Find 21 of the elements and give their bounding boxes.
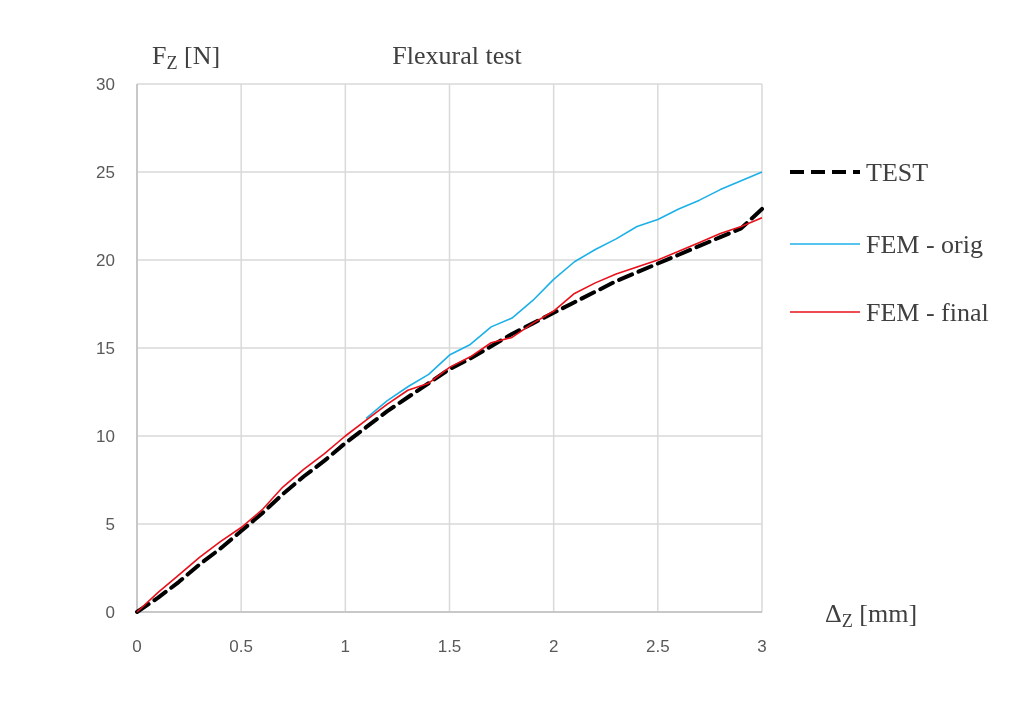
line-series xyxy=(365,171,763,420)
y-tick-label: 30 xyxy=(96,75,115,94)
chart-title: Flexural test xyxy=(392,41,523,70)
x-tick-label: 2.5 xyxy=(646,637,670,656)
legend-label: FEM - final xyxy=(866,298,989,327)
x-tick-label: 3 xyxy=(757,637,767,656)
y-axis-title: F$_{Z}$ [N] xyxy=(152,41,221,74)
y-tick-label: 20 xyxy=(96,251,115,270)
x-tick-label: 0 xyxy=(132,637,142,656)
x-tick-label: 1.5 xyxy=(437,637,462,656)
y-tick-label: 0 xyxy=(105,603,115,622)
y-tick-label: 25 xyxy=(96,163,115,182)
x-tick-label: 0.5 xyxy=(229,637,253,656)
y-tick-label: 5 xyxy=(105,515,115,534)
x-tick-label: 1 xyxy=(340,637,351,656)
x-tick-label: 2 xyxy=(548,637,559,656)
x-axis-title: Δ$_{Z}$ [mm] xyxy=(825,599,918,632)
y-tick-label: 10 xyxy=(96,427,115,446)
legend-label: TEST xyxy=(866,158,929,187)
y-tick-label: 15 xyxy=(96,339,115,358)
legend-label: FEM - orig xyxy=(866,230,983,259)
